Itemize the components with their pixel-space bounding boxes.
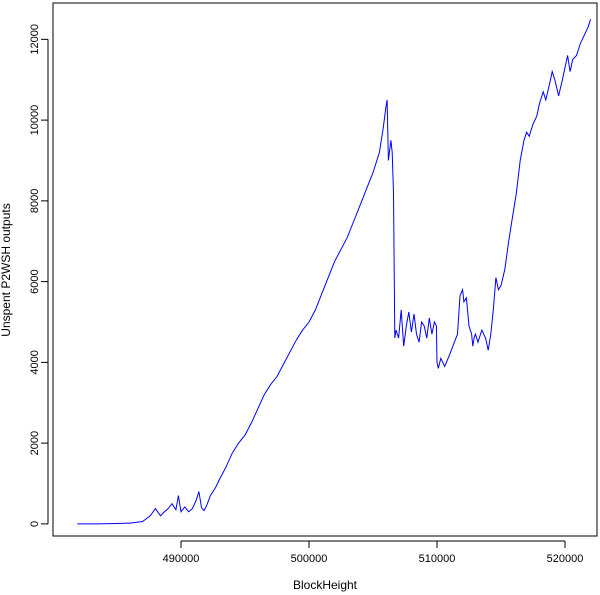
series-line — [77, 19, 592, 525]
y-tick-label: 0 — [29, 521, 41, 527]
x-axis-label: BlockHeight — [293, 578, 358, 592]
y-tick-label: 6000 — [29, 269, 41, 293]
x-tick-label: 510000 — [419, 553, 456, 565]
x-tick-label: 520000 — [547, 553, 584, 565]
x-axis: 490000 500000 510000 520000 — [163, 540, 584, 565]
y-tick-label: 2000 — [29, 431, 41, 455]
y-axis: 0 2000 4000 6000 8000 10000 12000 — [29, 24, 49, 527]
y-axis-label: Unspent P2WSH outputs — [0, 203, 13, 336]
y-tick-label: 10000 — [29, 105, 41, 136]
x-tick-label: 500000 — [291, 553, 328, 565]
x-tick-label: 490000 — [163, 553, 200, 565]
y-tick-label: 4000 — [29, 350, 41, 374]
plot-frame — [52, 2, 598, 537]
y-tick-label: 8000 — [29, 189, 41, 213]
y-tick-label: 12000 — [29, 24, 41, 55]
